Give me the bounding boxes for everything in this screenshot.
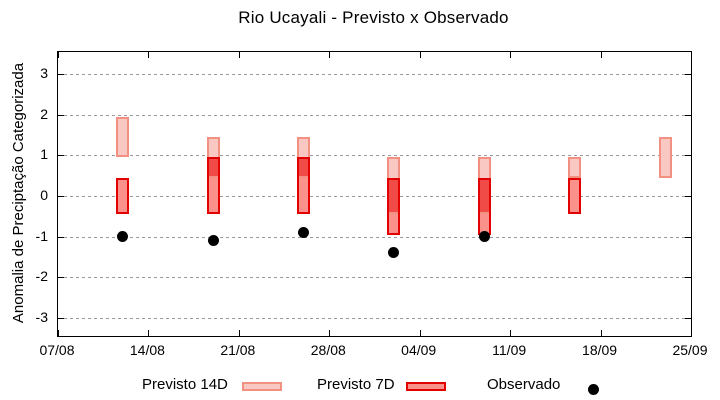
observado-dot [297, 227, 309, 239]
y-tick-left [58, 155, 64, 157]
y-tick-label: -1 [35, 227, 48, 244]
plot-area [57, 51, 692, 337]
observado-dot [207, 235, 219, 247]
bar-previsto-14d [568, 157, 582, 178]
x-tick-label: 21/08 [220, 342, 256, 358]
bar-previsto-14d-border [658, 137, 672, 178]
x-tick-label: 04/09 [401, 342, 437, 358]
grid-line [58, 277, 691, 279]
grid-line [58, 196, 691, 197]
bar-previsto-7d-border [296, 157, 310, 215]
x-tick-bottom [329, 330, 331, 336]
y-tick-left [58, 196, 64, 197]
legend-label-observado: Observado [487, 376, 561, 393]
bar-overlap [296, 157, 310, 178]
x-tick-top [238, 52, 240, 58]
bar-previsto-7d-border [116, 177, 130, 215]
y-tick-right [685, 318, 691, 319]
bar-previsto-14d-border [116, 116, 130, 158]
y-tick-right [685, 73, 691, 75]
bar-previsto-7d [116, 177, 130, 215]
y-tick-label: 0 [40, 187, 48, 203]
grid-line [58, 73, 691, 75]
bar-previsto-14d-border [206, 137, 220, 178]
grid-line [58, 236, 691, 238]
bar-previsto-7d-border [477, 177, 491, 235]
legend-swatch-7d [406, 382, 446, 391]
y-tick-left [58, 318, 64, 319]
y-tick-right [685, 196, 691, 197]
grid-line [58, 155, 691, 157]
y-tick-label: 3 [40, 64, 48, 81]
bar-previsto-14d-border [296, 137, 310, 178]
x-tick-top [329, 52, 331, 58]
y-tick-left [58, 114, 64, 116]
x-tick-top [600, 52, 602, 58]
bar-overlap [206, 157, 220, 178]
x-tick-top [148, 52, 150, 58]
y-tick-label: -3 [35, 309, 48, 325]
observado-dot [388, 247, 400, 259]
y-tick-right [685, 114, 691, 116]
legend-label-previsto-7d: Previsto 7D [317, 376, 395, 393]
y-tick-right [685, 236, 691, 238]
bar-previsto-7d-border [387, 177, 401, 235]
bar-previsto-7d [568, 177, 582, 215]
x-tick-bottom [58, 330, 59, 336]
x-tick-top [691, 52, 692, 58]
y-tick-label: 1 [40, 146, 48, 163]
x-tick-bottom [600, 330, 602, 336]
bar-overlap [387, 177, 401, 215]
observado-dot [117, 231, 129, 243]
x-tick-bottom [691, 330, 692, 336]
bar-previsto-14d-border [568, 157, 582, 178]
x-tick-bottom [148, 330, 150, 336]
y-tick-left [58, 236, 64, 238]
bar-previsto-7d-border [206, 157, 220, 215]
chart-title: Rio Ucayali - Previsto x Observado [238, 8, 509, 27]
y-tick-right [685, 277, 691, 279]
y-tick-left [58, 277, 64, 279]
legend-swatch-14d [242, 382, 282, 391]
y-tick-label: 2 [40, 105, 48, 122]
y-tick-left [58, 73, 64, 75]
y-tick-right [685, 155, 691, 157]
observado-dot [478, 231, 490, 243]
legend-label-previsto-14d: Previsto 14D [142, 376, 228, 393]
grid-line [58, 318, 691, 319]
x-tick-top [510, 52, 512, 58]
x-tick-bottom [510, 330, 512, 336]
bar-previsto-14d [116, 116, 130, 158]
legend-observado-dot [588, 384, 599, 395]
x-tick-bottom [419, 330, 421, 336]
bar-previsto-14d [658, 137, 672, 178]
x-tick-top [419, 52, 421, 58]
bar-previsto-7d-border [568, 177, 582, 215]
x-tick-label: 25/09 [672, 342, 708, 358]
x-tick-bottom [238, 330, 240, 336]
bar-overlap [477, 177, 491, 215]
y-tick-label: -2 [35, 268, 48, 285]
x-tick-label: 28/08 [310, 342, 346, 358]
grid-line [58, 114, 691, 116]
x-tick-top [58, 52, 59, 58]
x-tick-label: 07/08 [39, 342, 75, 358]
x-tick-label: 18/09 [582, 342, 618, 358]
x-tick-label: 11/09 [492, 342, 527, 358]
x-tick-label: 14/08 [129, 342, 165, 358]
